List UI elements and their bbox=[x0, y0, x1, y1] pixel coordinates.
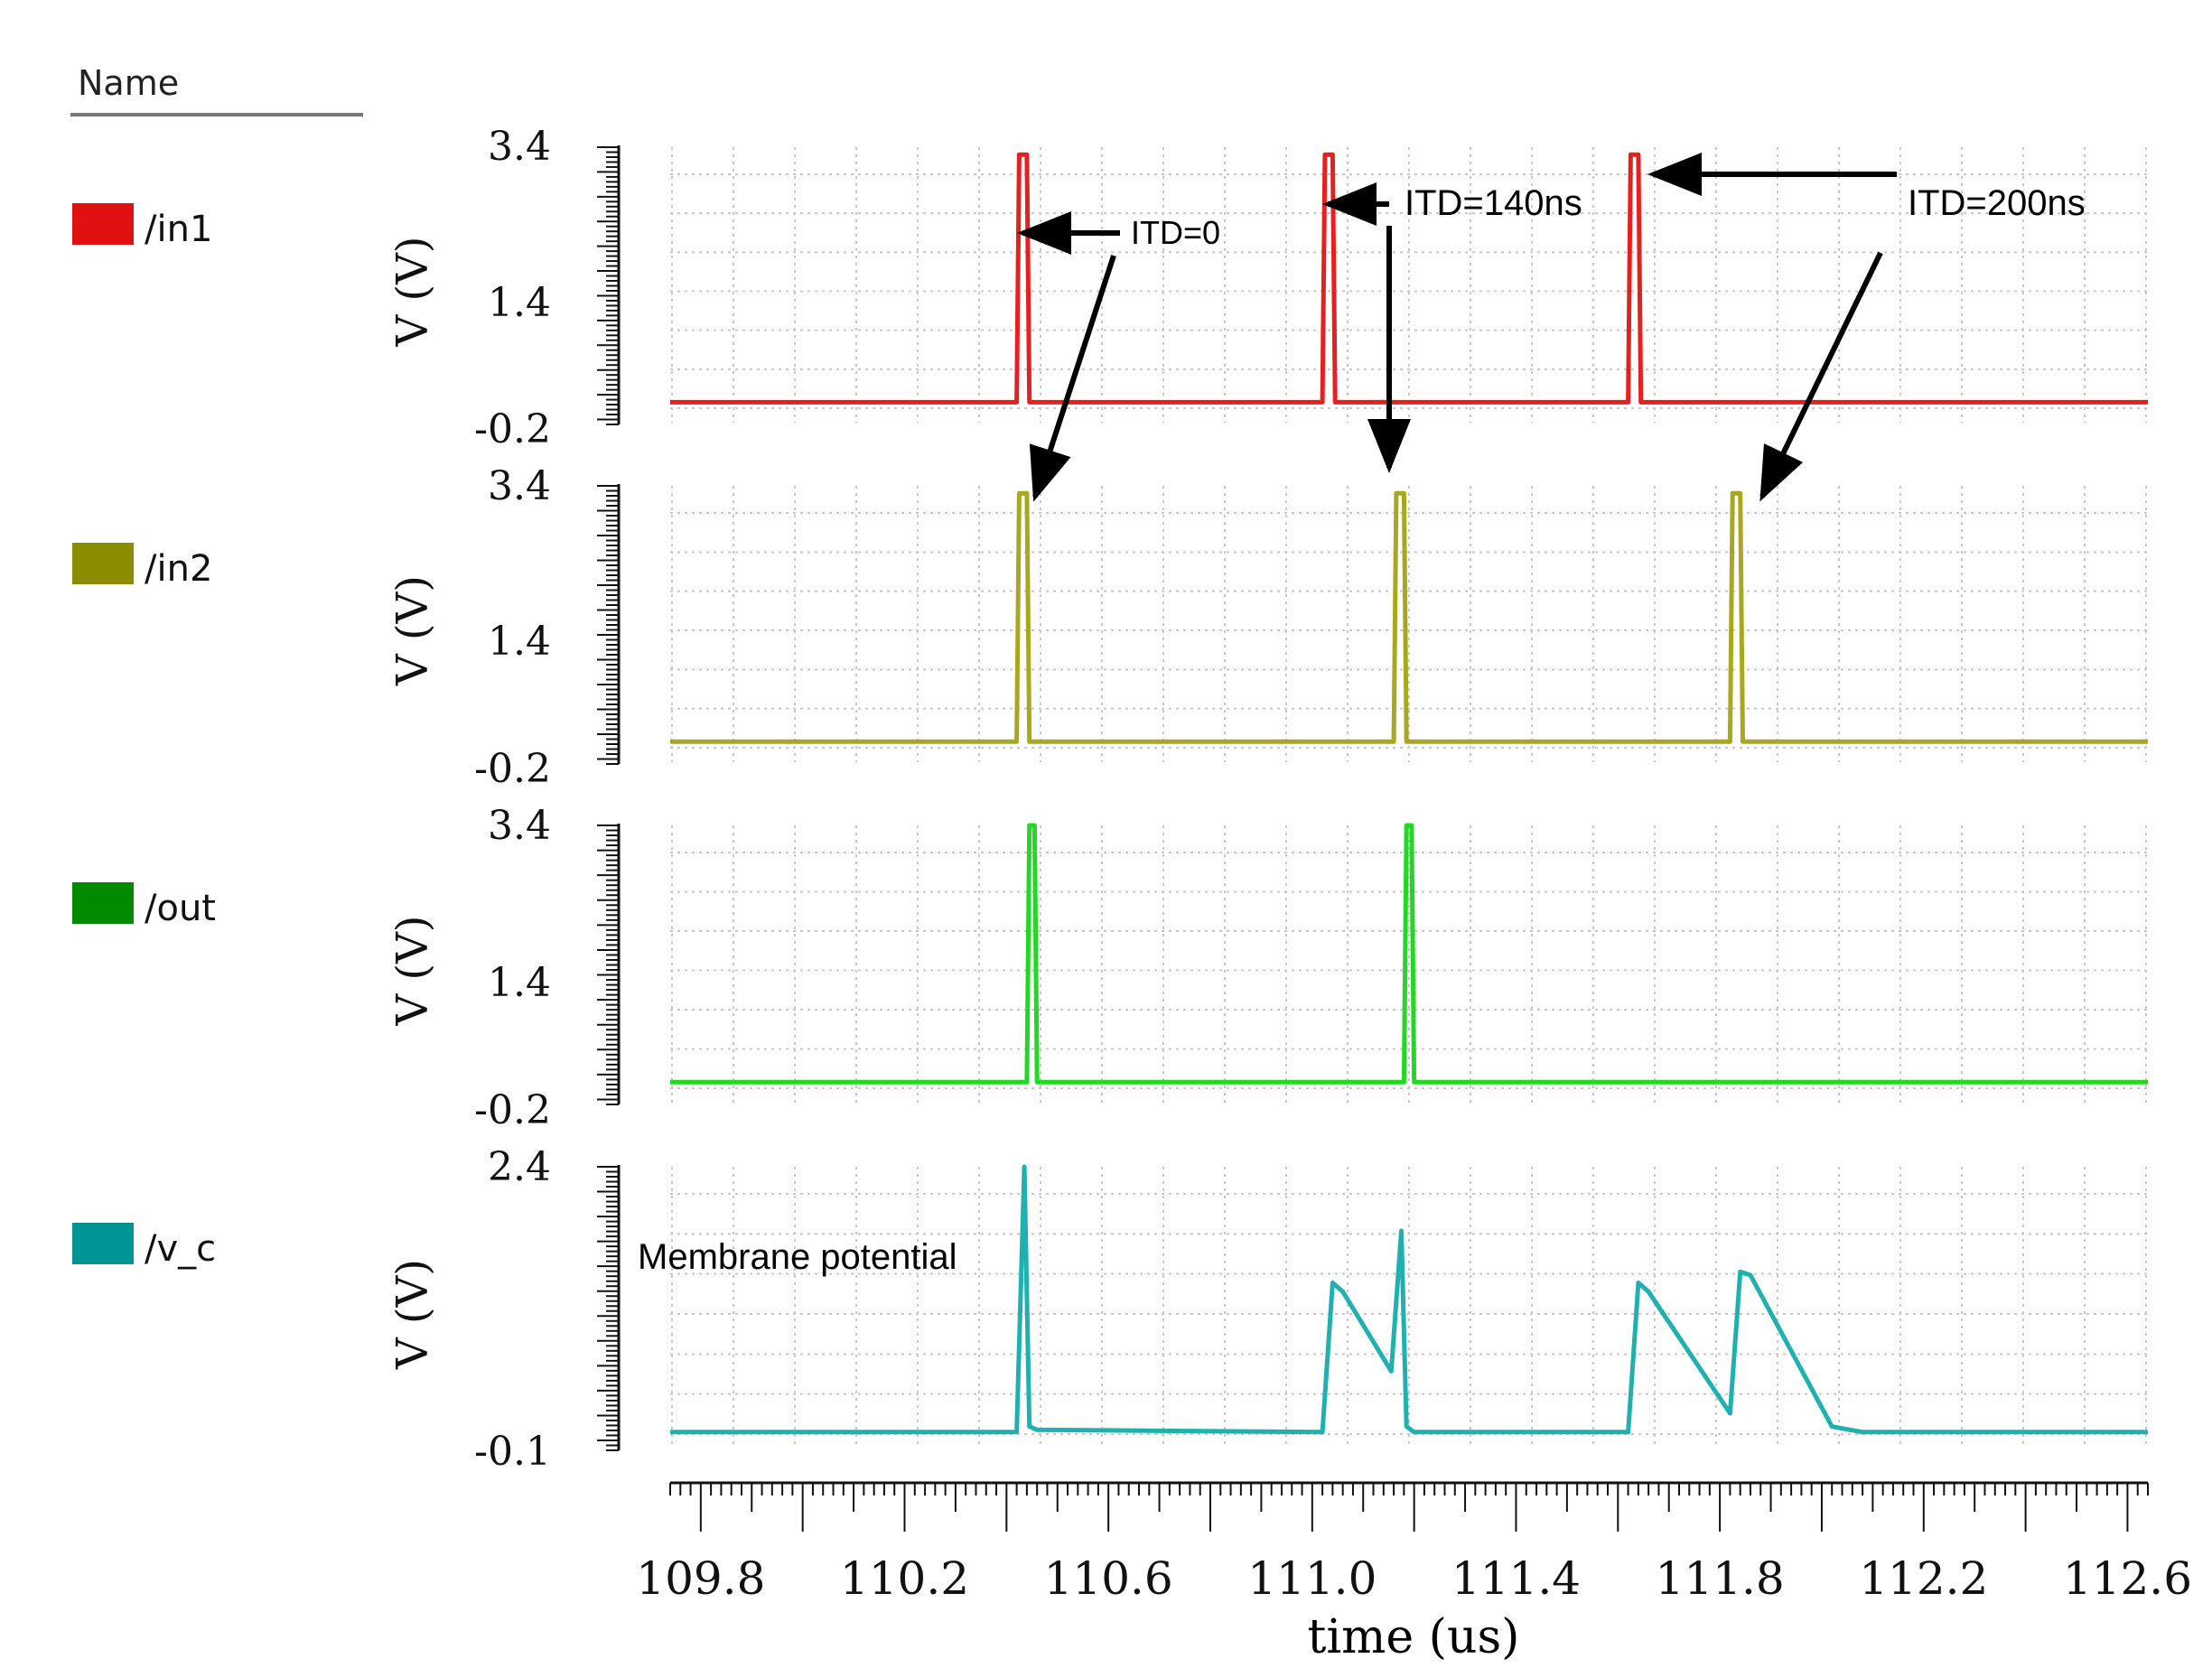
panel-vc: 2.4 -0.1 V (V) bbox=[387, 1144, 2148, 1475]
x-tick-label: 110.6 bbox=[1044, 1552, 1173, 1605]
y-tick-label: -0.2 bbox=[474, 406, 551, 452]
y-tick-label: -0.2 bbox=[474, 746, 551, 792]
x-tick-label: 111.4 bbox=[1451, 1552, 1581, 1605]
x-tick-label: 109.8 bbox=[636, 1552, 765, 1605]
y-axis-title: V (V) bbox=[387, 236, 438, 347]
arrow-itd200-diagonal bbox=[1759, 251, 1883, 502]
legend-label: /in1 bbox=[145, 209, 212, 250]
annotation-itd-140ns: ITD=140ns bbox=[1405, 183, 1582, 223]
x-axis: 109.8 110.2 110.6 111.0 111.4 111.8 112.2 112.6 bbox=[636, 1481, 2192, 1605]
legend: Name /in1/in2/out/v_c bbox=[70, 63, 363, 1270]
x-tick-label: 111.0 bbox=[1247, 1552, 1377, 1605]
legend-item: /out bbox=[72, 882, 216, 929]
y-axis-title: V (V) bbox=[387, 915, 438, 1026]
grid bbox=[670, 147, 2148, 423]
annotations: ITD=0 ITD=140ns ITD=200ns Membrane poten… bbox=[638, 153, 2086, 1277]
y-axis-title: V (V) bbox=[387, 1259, 438, 1370]
panel-in1: 3.4 1.4 -0.2 V (V) bbox=[387, 124, 2148, 452]
y-tick-label: 2.4 bbox=[488, 1144, 551, 1190]
legend-swatch bbox=[72, 203, 134, 245]
y-tick-label: 3.4 bbox=[488, 463, 551, 509]
annotation-membrane-potential: Membrane potential bbox=[638, 1237, 957, 1277]
y-tick-label: 3.4 bbox=[488, 803, 551, 849]
panel-out: 3.4 1.4 -0.2 V (V) bbox=[387, 803, 2148, 1133]
grid bbox=[670, 486, 2148, 762]
trace-v_c bbox=[670, 1164, 2148, 1435]
legend-label: /out bbox=[145, 888, 216, 929]
x-tick-label: 112.2 bbox=[1859, 1552, 1988, 1605]
grid bbox=[670, 1167, 2148, 1449]
grid bbox=[670, 825, 2148, 1103]
annotation-itd-200ns: ITD=200ns bbox=[1908, 183, 2086, 223]
annotation-itd-0: ITD=0 bbox=[1131, 214, 1220, 251]
y-tick-label: 1.4 bbox=[488, 619, 551, 665]
legend-item: /v_c bbox=[72, 1223, 216, 1270]
plot-area: 3.4 1.4 -0.2 V (V) 3.4 1.4 -0.2 V (V) 3.4 1.4 -0.2… bbox=[387, 124, 2148, 1475]
x-tick-label: 111.8 bbox=[1656, 1552, 1785, 1605]
legend-item: /in2 bbox=[72, 543, 212, 590]
y-axis: 3.4 1.4 -0.2 V (V) bbox=[387, 124, 621, 452]
panel-in2: 3.4 1.4 -0.2 V (V) bbox=[387, 463, 2148, 792]
legend-swatch bbox=[72, 543, 134, 584]
y-tick-label: 1.4 bbox=[488, 280, 551, 326]
legend-header: Name bbox=[78, 63, 179, 103]
y-tick-label: -0.2 bbox=[474, 1087, 551, 1133]
x-tick-label: 112.6 bbox=[2063, 1552, 2192, 1605]
legend-label: /in2 bbox=[145, 548, 212, 590]
y-tick-label: 3.4 bbox=[488, 124, 551, 170]
arrow-itd0-diagonal bbox=[1029, 255, 1116, 502]
legend-item: /in1 bbox=[72, 203, 212, 250]
y-axis: 3.4 1.4 -0.2 V (V) bbox=[387, 463, 621, 792]
y-axis-title: V (V) bbox=[387, 575, 438, 686]
legend-swatch bbox=[72, 1223, 134, 1264]
legend-label: /v_c bbox=[145, 1228, 216, 1270]
trace-out bbox=[670, 823, 2148, 1085]
x-tick-label: 110.2 bbox=[840, 1552, 969, 1605]
legend-swatch bbox=[72, 882, 134, 924]
y-tick-label: -0.1 bbox=[474, 1429, 551, 1475]
trace-in2 bbox=[670, 490, 2148, 744]
y-tick-label: 1.4 bbox=[488, 960, 551, 1006]
trace-in1 bbox=[670, 152, 2148, 405]
y-axis: 3.4 1.4 -0.2 V (V) bbox=[387, 803, 621, 1133]
y-axis: 2.4 -0.1 V (V) bbox=[387, 1144, 621, 1475]
x-axis-title: time (us) bbox=[1308, 1610, 1520, 1664]
